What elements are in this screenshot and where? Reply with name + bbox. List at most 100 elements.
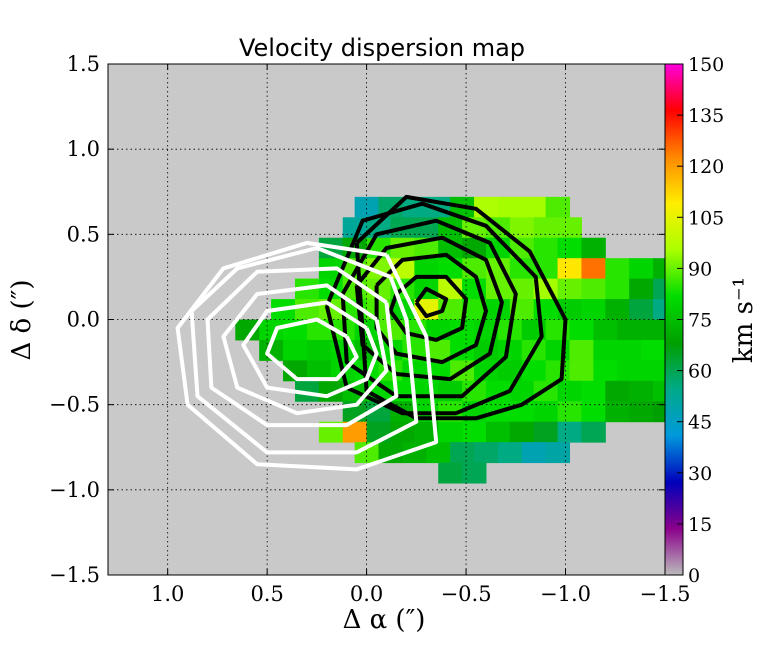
y-tick-label: −1.0 (49, 478, 100, 502)
map-cell (426, 339, 451, 361)
map-cell (474, 360, 499, 382)
map-cell (426, 442, 451, 464)
map-cell (438, 462, 463, 484)
map-cell (306, 339, 332, 361)
map-cell (605, 401, 630, 423)
contour-line (221, 283, 389, 416)
map-cell (283, 360, 308, 382)
map-cell (617, 360, 642, 382)
map-cell (581, 380, 606, 402)
map-cell (259, 339, 284, 361)
map-cell (569, 319, 594, 341)
map-cell (533, 401, 559, 423)
map-cell (605, 278, 630, 300)
contour-line (205, 266, 399, 428)
map-cell (605, 258, 630, 280)
map-cell (605, 380, 630, 402)
map-cell (545, 196, 571, 218)
map-cell (509, 380, 535, 402)
contour-line (265, 317, 359, 382)
map-cell (605, 299, 630, 320)
contour-line (354, 235, 504, 382)
map-cell (462, 462, 487, 484)
map-cell (701, 381, 725, 402)
map-cell (259, 319, 284, 341)
map-cell (557, 217, 582, 239)
map-cell (545, 442, 571, 464)
contour-line (175, 240, 439, 472)
contour-line (354, 194, 568, 421)
contour-line (241, 300, 379, 399)
map-cell (629, 299, 654, 320)
colorbar-tick-label: 30 (688, 463, 712, 485)
map-cell (533, 217, 559, 239)
map-cell (689, 340, 713, 361)
y-tick-label: 0.0 (67, 308, 100, 332)
map-cell (462, 380, 487, 402)
contour-line (414, 286, 449, 319)
map-cell (653, 401, 665, 423)
x-tick-label: 1.0 (151, 582, 184, 606)
map-cell (462, 421, 487, 443)
map-cell (641, 319, 665, 341)
map-cell (557, 380, 582, 402)
colorbar-tick-label: 135 (688, 105, 724, 127)
y-axis-ticks: 1.5 1.0 0.5 0.0 −0.5 −1.0 −1.5 (49, 52, 665, 587)
map-cell (617, 339, 642, 361)
map-cell (438, 380, 463, 402)
map-cell (760, 340, 774, 361)
map-cell (474, 442, 499, 464)
map-cell (485, 299, 511, 320)
map-cell (725, 381, 749, 402)
colorbar-tick-label: 150 (688, 54, 724, 76)
map-cell (450, 442, 475, 464)
map-cell (653, 380, 665, 402)
map-cell (509, 421, 535, 443)
colorbar: 0 15 30 45 60 75 90 105 120 135 150 km s⁻¹ (664, 54, 759, 587)
map-cell (593, 360, 618, 382)
colorbar-tick-label: 105 (688, 207, 724, 229)
x-tick-label: −1.0 (540, 582, 591, 606)
map-cell (438, 278, 463, 300)
contour-line (374, 252, 488, 365)
map-cell (342, 421, 368, 443)
map-cell (557, 421, 582, 443)
map-cell (414, 258, 439, 280)
map-cell (617, 319, 642, 341)
map-cell (581, 278, 606, 300)
map-cell (760, 320, 774, 341)
map-cell (557, 278, 582, 300)
map-cell (629, 401, 654, 423)
map-cell (653, 299, 665, 320)
map-cell (581, 237, 606, 259)
x-tick-label: −1.5 (640, 582, 691, 606)
map-cell (354, 196, 380, 218)
map-cell (414, 380, 439, 402)
map-cell (521, 442, 547, 464)
map-cell (283, 339, 308, 361)
plot-area (107, 63, 774, 576)
x-tick-label: 0.0 (350, 582, 383, 606)
colorbar-tick-label: 60 (688, 361, 712, 383)
map-cell (306, 360, 332, 382)
map-cell (462, 258, 487, 280)
map-cell (294, 380, 320, 402)
map-cell (497, 442, 523, 464)
map-cell (557, 401, 582, 423)
map-cell (462, 299, 487, 320)
map-cell (593, 339, 618, 361)
map-cell (593, 319, 618, 341)
x-tick-label: 0.5 (250, 582, 283, 606)
y-axis-label: Δ δ (″) (7, 280, 37, 361)
map-cell (521, 196, 547, 218)
map-cell (438, 421, 463, 443)
map-cell (569, 360, 594, 382)
map-cell (641, 339, 665, 361)
map-cell (354, 442, 380, 464)
map-cell (533, 421, 559, 443)
map-cell (557, 258, 582, 280)
x-axis-ticks: 1.0 0.5 0.0 −0.5 −1.0 −1.5 (151, 64, 691, 606)
colorbar-label: km s⁻¹ (729, 277, 759, 363)
map-cell (235, 319, 260, 341)
map-cell (581, 258, 606, 280)
